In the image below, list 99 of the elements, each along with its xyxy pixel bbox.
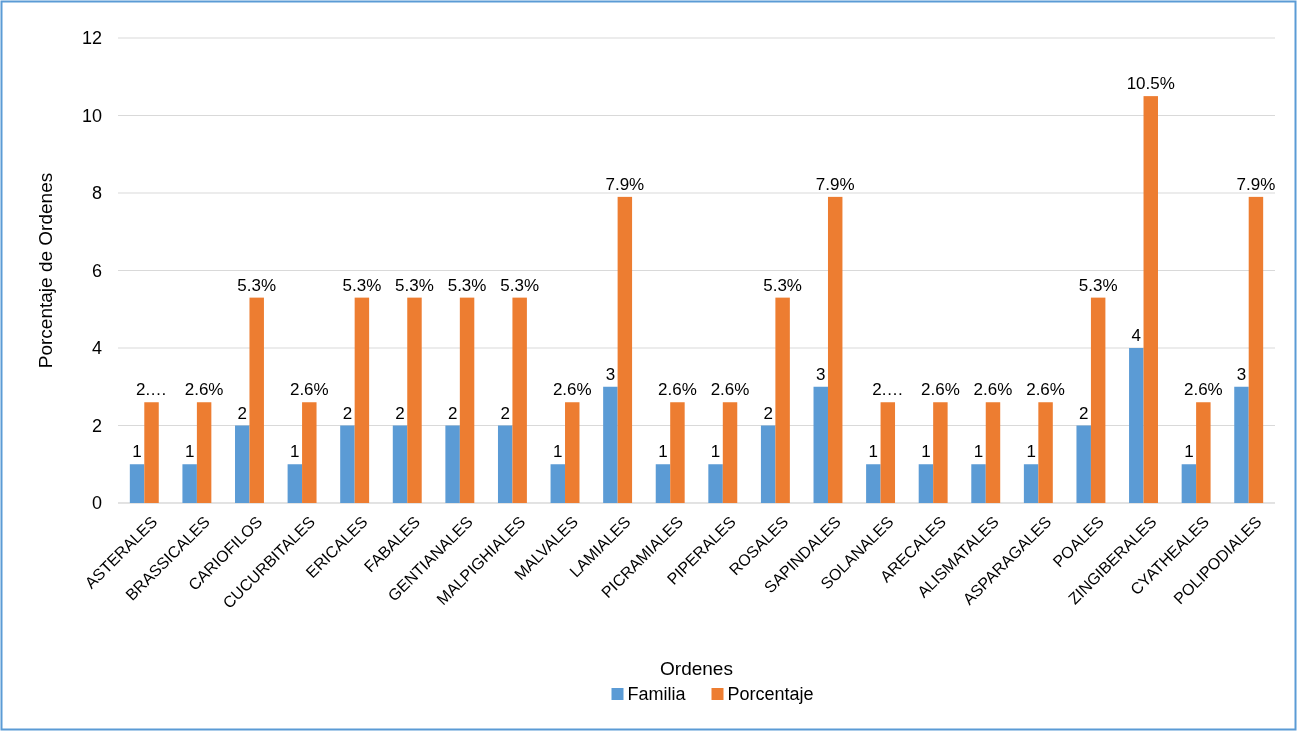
data-label: 1 [1184, 442, 1194, 462]
bar [1038, 402, 1053, 503]
data-label: 1 [1026, 442, 1036, 462]
data-label: 2.6% [552, 380, 592, 400]
data-label: 2.6% [658, 380, 697, 400]
bar [354, 297, 370, 503]
data-label: 10.5% [1126, 74, 1175, 94]
data-label: 5.3% [763, 275, 802, 295]
data-label: 1 [553, 442, 563, 462]
bar [445, 425, 460, 503]
bar [933, 402, 948, 503]
data-label: 2.6% [1183, 380, 1223, 400]
data-label: 7.9% [815, 174, 855, 194]
bar [550, 464, 566, 503]
bar [144, 402, 159, 503]
bar [1023, 464, 1039, 503]
bar [1090, 297, 1106, 503]
bar [182, 464, 197, 503]
bar [1129, 348, 1144, 503]
bar [985, 402, 1001, 503]
bar [1143, 96, 1158, 503]
bar [407, 297, 422, 503]
data-label: 3 [1236, 364, 1247, 384]
bar [617, 196, 633, 503]
data-label: 2.6% [289, 380, 329, 400]
data-label: 5.3% [500, 275, 540, 295]
y-tick-label: 8 [91, 183, 102, 204]
y-tick-label: 2 [91, 415, 102, 436]
data-label: 2.6% [1026, 380, 1065, 400]
data-label: 7.9% [1236, 174, 1276, 194]
bar [287, 464, 303, 503]
data-label: 5.3% [447, 275, 487, 295]
bar [880, 402, 896, 503]
bar [392, 425, 408, 503]
bar [827, 196, 843, 503]
legend-label: Familia [627, 684, 687, 704]
data-label: 3 [605, 364, 616, 384]
data-label: 2 [395, 403, 405, 423]
bar [1234, 386, 1249, 503]
data-label: 2 [237, 403, 247, 423]
data-label: 2.… [872, 380, 904, 400]
bar [129, 464, 145, 503]
bar [971, 464, 986, 503]
data-label: 2.6% [973, 380, 1013, 400]
bar [249, 297, 264, 503]
y-tick-label: 12 [81, 28, 102, 49]
data-label: 2 [500, 403, 510, 423]
bar [565, 402, 580, 503]
bar [603, 386, 618, 503]
bar [655, 464, 671, 503]
data-label: 7.9% [605, 174, 645, 194]
y-axis-title: Porcentaje de Ordenes [35, 172, 56, 369]
data-label: 2 [447, 403, 458, 423]
data-label: 1 [290, 442, 300, 462]
y-tick-label: 0 [91, 493, 102, 514]
bar [708, 464, 723, 503]
data-label: 1 [973, 442, 984, 462]
data-label: 2 [763, 403, 773, 423]
bar [866, 464, 881, 503]
y-tick-label: 4 [91, 338, 102, 359]
bar [918, 464, 934, 503]
data-label: 1 [868, 442, 879, 462]
data-label: 5.3% [342, 275, 382, 295]
data-label: 1 [132, 442, 142, 462]
bar [722, 402, 738, 503]
data-label: 5.3% [395, 275, 434, 295]
bar [340, 425, 355, 503]
data-label: 2.… [135, 380, 168, 400]
bar [497, 425, 513, 503]
bar [196, 402, 212, 503]
y-tick-label: 10 [81, 105, 102, 126]
y-tick-label: 6 [91, 260, 102, 281]
bar [302, 402, 317, 503]
bar [235, 425, 250, 503]
bar [459, 297, 475, 503]
legend-label: Porcentaje [727, 684, 814, 704]
data-label: 1 [658, 442, 668, 462]
data-label: 2 [342, 403, 353, 423]
data-label: 2.6% [710, 380, 750, 400]
data-label: 2 [1078, 403, 1089, 423]
data-label: 5.3% [1078, 275, 1118, 295]
bar [1076, 425, 1091, 503]
data-label: 2.6% [184, 380, 224, 400]
data-label: 1 [710, 442, 721, 462]
bar [1181, 464, 1197, 503]
data-label: 2.6% [921, 380, 960, 400]
data-label: 3 [816, 364, 826, 384]
data-label: 5.3% [237, 275, 277, 295]
bar [813, 386, 828, 503]
bar [1196, 402, 1211, 503]
bar [670, 402, 685, 503]
data-label: 1 [184, 442, 195, 462]
data-label: 4 [1131, 326, 1142, 345]
x-axis-title: Ordenes [660, 658, 733, 679]
bar [1248, 196, 1264, 503]
data-label: 1 [921, 442, 931, 462]
bar [775, 297, 790, 503]
bar [760, 425, 776, 503]
bar [512, 297, 527, 503]
